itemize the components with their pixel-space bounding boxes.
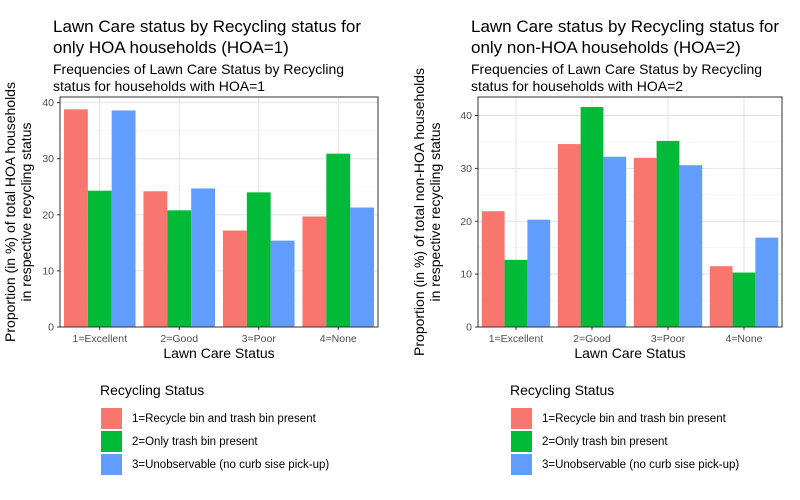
bar <box>63 109 88 327</box>
legend-label: 2=Only trash bin present <box>542 435 668 448</box>
bar <box>504 259 528 327</box>
bar <box>270 240 295 327</box>
legend-title: Recycling Status <box>100 382 205 398</box>
x-axis-label: Lawn Care Status <box>163 345 274 361</box>
plot-border <box>477 96 783 328</box>
bar <box>732 272 756 327</box>
chart-subtitle: Frequencies of Lawn Care Status by Recyc… <box>471 61 763 94</box>
y-tick-label: 20 <box>460 216 472 228</box>
bar <box>222 230 247 327</box>
y-tick-label: 10 <box>460 269 472 281</box>
chart-title: Lawn Care status by Recycling status for… <box>53 17 362 57</box>
bar <box>557 144 581 327</box>
x-tick-label: 1=Excellent <box>72 333 127 345</box>
legend-label: 3=Unobservable (no curb sise pick-up) <box>542 458 740 471</box>
bar <box>755 237 779 327</box>
bar <box>580 107 604 327</box>
legend-key-swatch <box>100 430 123 453</box>
y-axis-label-line: in respective recycling status <box>18 123 34 302</box>
y-tick-label: 40 <box>460 110 472 122</box>
x-tick-label: 2=Good <box>573 333 611 345</box>
bar <box>350 207 375 327</box>
bar <box>87 190 112 327</box>
legend-item-unobservable: 3=Unobservable (no curb sise pick-up) <box>510 453 739 476</box>
legend-item-only-trash: 2=Only trash bin present <box>100 430 329 453</box>
y-tick-label: 0 <box>466 322 472 334</box>
bar <box>481 211 505 327</box>
bar <box>656 140 680 327</box>
y-tick-label: 30 <box>42 153 54 165</box>
x-tick-label: 4=None <box>320 333 357 345</box>
legend-title: Recycling Status <box>510 382 615 398</box>
legend-item-unobservable: 3=Unobservable (no curb sise pick-up) <box>100 453 329 476</box>
chart-subtitle: Frequencies of Lawn Care Status by Recyc… <box>53 61 345 94</box>
x-tick-label: 1=Excellent <box>489 333 544 345</box>
y-axis-label-line: in respective recycling status <box>427 123 443 302</box>
y-axis-label: Proportion (in %) of total non-HOA house… <box>411 68 443 356</box>
bar <box>246 192 271 327</box>
legend: Recycling Status 1=Recycle bin and trash… <box>100 382 329 476</box>
legend-label: 2=Only trash bin present <box>132 435 258 448</box>
legend-item-recycle-and-trash: 1=Recycle bin and trash bin present <box>510 407 739 430</box>
legend-label: 1=Recycle bin and trash bin present <box>132 412 316 425</box>
y-axis-label-line: Proportion (in %) of total HOA household… <box>2 82 18 342</box>
y-tick-label: 20 <box>42 209 54 221</box>
x-axis-label: Lawn Care Status <box>574 345 685 361</box>
y-tick-label: 30 <box>460 163 472 175</box>
y-tick-label: 10 <box>42 265 54 277</box>
chart-panel-non-hoa: Lawn Care status by Recycling status for… <box>410 0 800 500</box>
plot-border <box>59 96 379 328</box>
y-axis-label: Proportion (in %) of total HOA household… <box>2 82 34 342</box>
chart-title: Lawn Care status by Recycling status for… <box>471 17 780 57</box>
x-tick-label: 4=None <box>725 333 762 345</box>
legend-key-swatch <box>100 407 123 430</box>
bar-chart-non-hoa: 0 10 20 30 40 1=Excellent 2=Good 3=Poor 4=None La… <box>411 68 783 361</box>
y-tick-label: 0 <box>48 322 54 334</box>
chart-panel-hoa: Lawn Care status by Recycling status for… <box>2 17 379 476</box>
y-tick-label: 40 <box>42 97 54 109</box>
bar <box>326 153 351 327</box>
bar <box>167 210 192 327</box>
bar <box>191 188 216 327</box>
bar <box>679 165 703 327</box>
bar <box>111 110 136 328</box>
legend-item-only-trash: 2=Only trash bin present <box>510 430 739 453</box>
legend-key-swatch <box>100 453 123 476</box>
bar <box>143 191 168 327</box>
bar <box>527 219 551 327</box>
bar-chart-hoa: 0 10 20 30 40 1=Excellent 2=Good 3=Poor 4=None La… <box>2 82 379 361</box>
legend-key-swatch <box>510 430 533 453</box>
x-tick-label: 3=Poor <box>242 333 277 345</box>
legend-label: 3=Unobservable (no curb sise pick-up) <box>132 458 330 471</box>
legend-item-recycle-and-trash: 1=Recycle bin and trash bin present <box>100 407 329 430</box>
legend: Recycling Status 1=Recycle bin and trash… <box>510 382 739 476</box>
x-tick-label: 2=Good <box>160 333 198 345</box>
legend-key-swatch <box>510 453 533 476</box>
bar <box>709 266 733 327</box>
x-tick-label: 3=Poor <box>651 333 686 345</box>
bar <box>603 156 627 327</box>
bar <box>633 157 657 327</box>
legend-label: 1=Recycle bin and trash bin present <box>542 412 726 425</box>
y-axis-label-line: Proportion (in %) of total non-HOA house… <box>411 68 427 356</box>
bar <box>302 216 327 327</box>
legend-key-swatch <box>510 407 533 430</box>
